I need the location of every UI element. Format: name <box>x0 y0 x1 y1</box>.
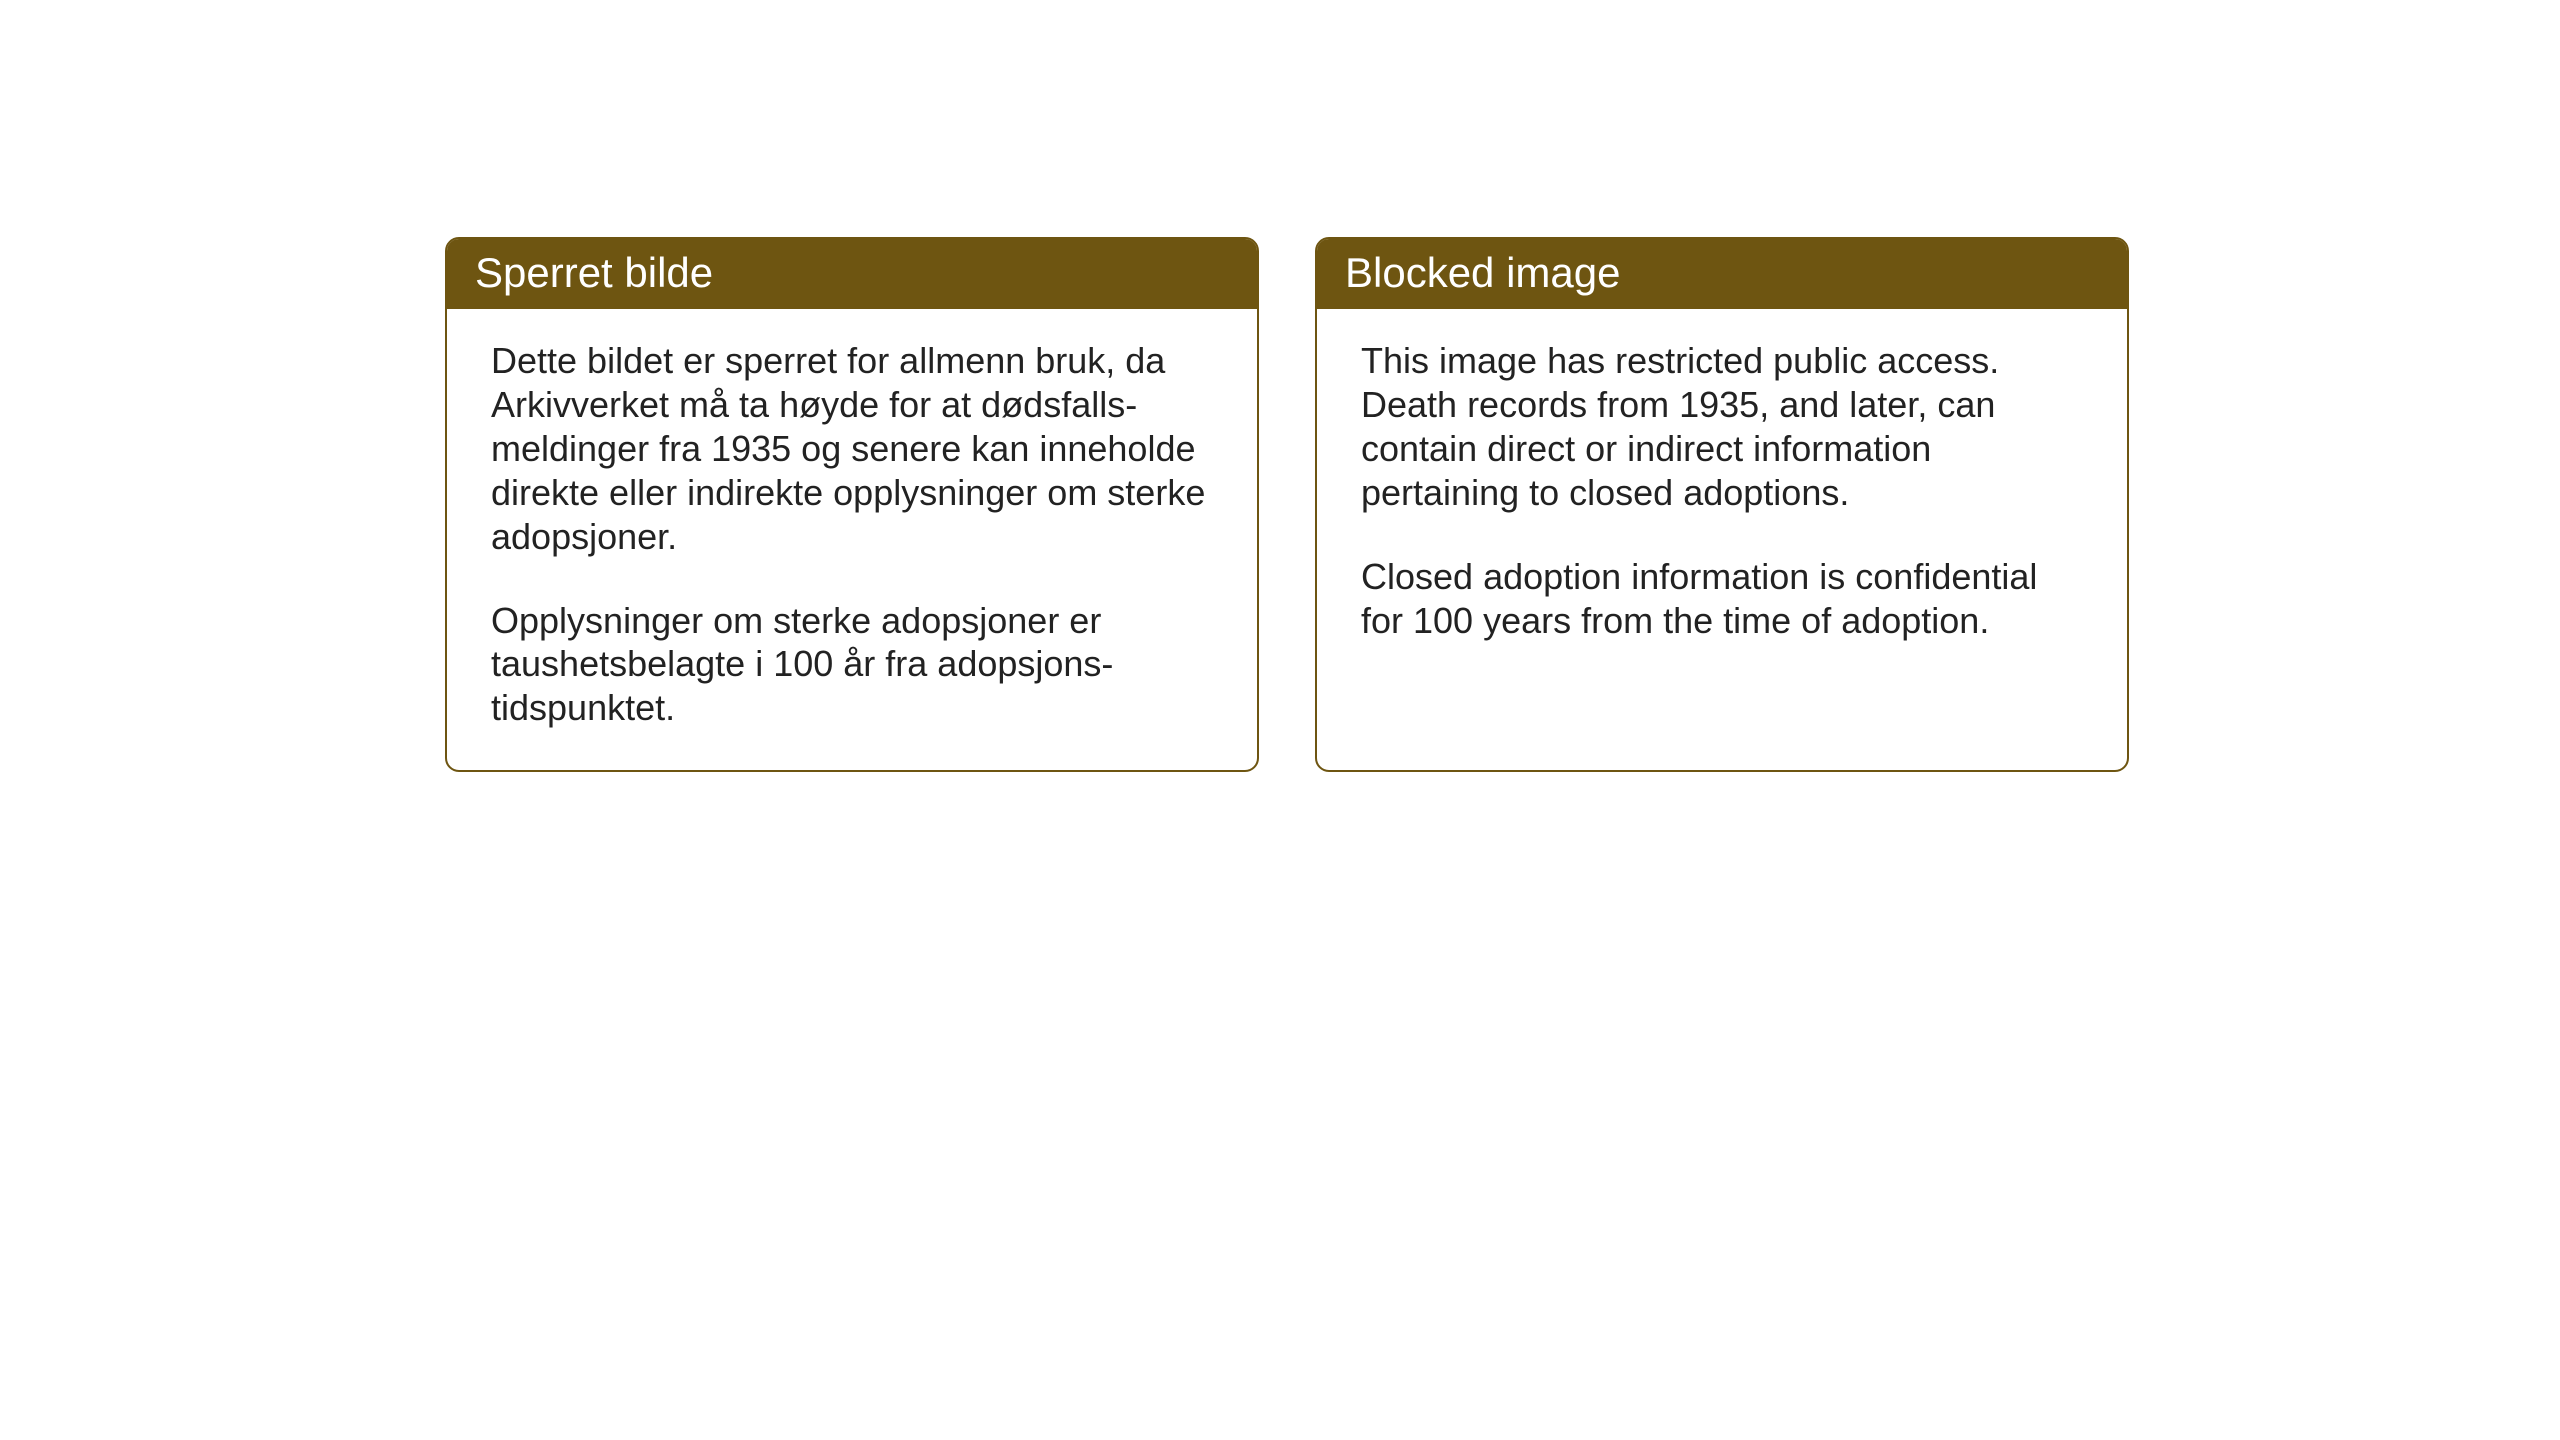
card-norwegian-paragraph-1: Dette bildet er sperret for allmenn bruk… <box>491 339 1213 559</box>
card-norwegian: Sperret bilde Dette bildet er sperret fo… <box>445 237 1259 772</box>
card-english: Blocked image This image has restricted … <box>1315 237 2129 772</box>
card-norwegian-body: Dette bildet er sperret for allmenn bruk… <box>447 309 1257 770</box>
card-english-body: This image has restricted public access.… <box>1317 309 2127 729</box>
card-english-paragraph-1: This image has restricted public access.… <box>1361 339 2083 515</box>
cards-container: Sperret bilde Dette bildet er sperret fo… <box>445 237 2129 772</box>
card-english-header: Blocked image <box>1317 239 2127 309</box>
card-norwegian-header: Sperret bilde <box>447 239 1257 309</box>
card-english-paragraph-2: Closed adoption information is confident… <box>1361 555 2083 643</box>
card-norwegian-paragraph-2: Opplysninger om sterke adopsjoner er tau… <box>491 599 1213 731</box>
